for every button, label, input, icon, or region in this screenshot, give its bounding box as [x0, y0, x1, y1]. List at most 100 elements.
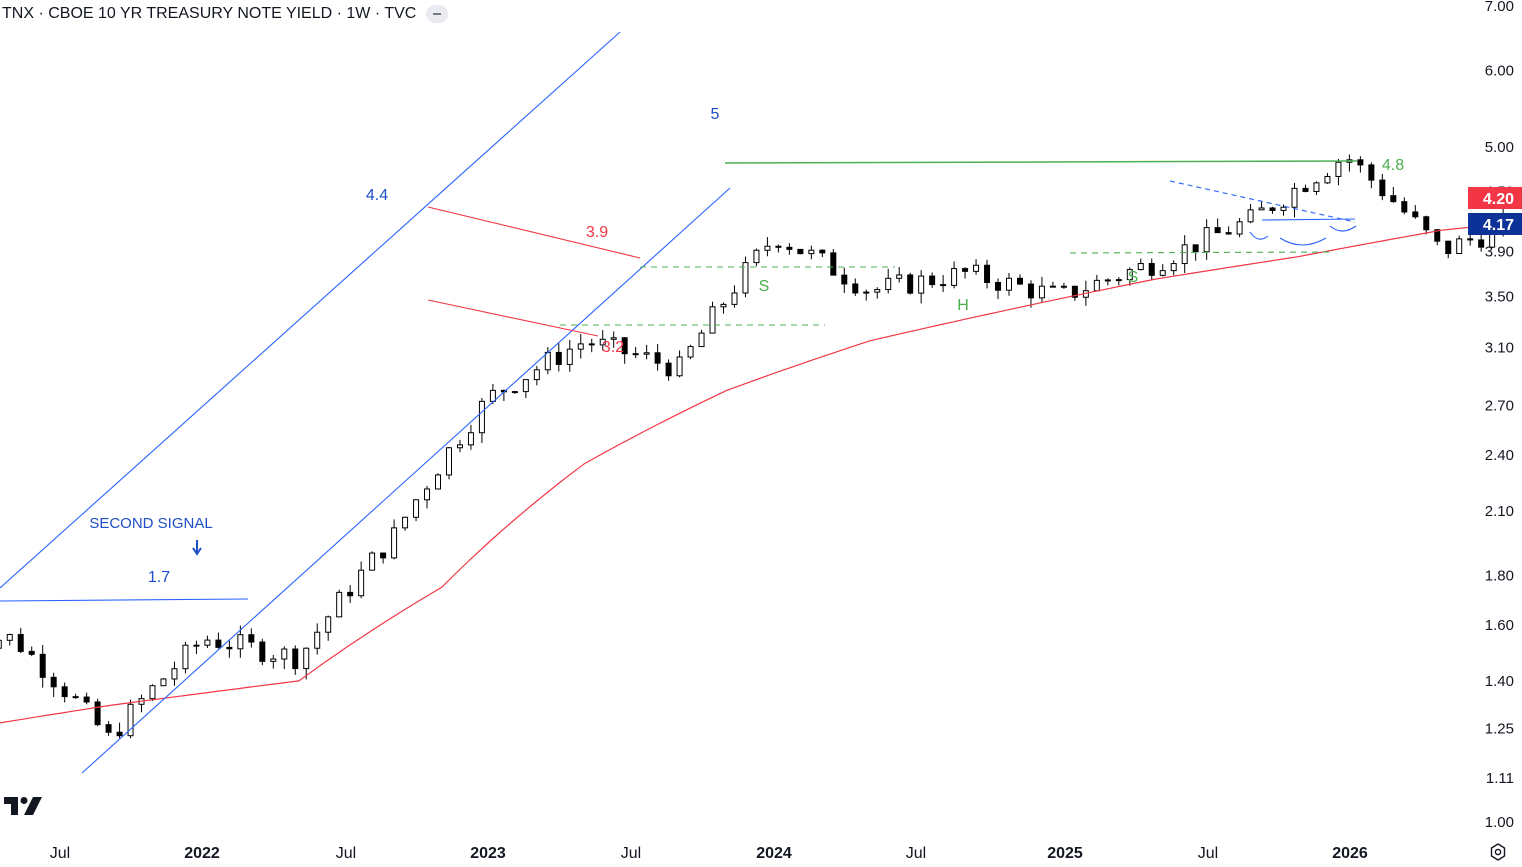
- price-badge-label: 4.20: [1483, 191, 1514, 208]
- wave-5-label: 5: [711, 106, 720, 123]
- channel-upper-line: [0, 31, 621, 589]
- candle-body: [1412, 211, 1419, 218]
- candle-body: [303, 647, 310, 670]
- head-label: H: [957, 297, 969, 314]
- candle-body: [1478, 239, 1485, 248]
- candle-body: [489, 389, 496, 402]
- chart-settings-icon[interactable]: [1488, 842, 1508, 862]
- candle-body: [17, 634, 24, 652]
- candle-body: [193, 644, 200, 647]
- candle-body: [1060, 285, 1067, 288]
- candle-body: [1027, 283, 1034, 299]
- overlay-layer: [0, 31, 1522, 774]
- rounded-base-arc: [1329, 225, 1357, 232]
- price-tick-label: 3.90: [1485, 243, 1514, 260]
- level-label-3-2: 3.2: [602, 339, 624, 356]
- candle-body: [215, 639, 222, 648]
- candle-body: [797, 248, 804, 255]
- candle-body: [522, 379, 529, 393]
- candle-body: [511, 391, 518, 394]
- candle-body: [841, 274, 848, 285]
- candle-body: [1247, 209, 1254, 223]
- time-tick-label: Jul: [50, 845, 70, 862]
- price-tick-label: 1.40: [1485, 673, 1514, 690]
- candle-body: [1335, 161, 1342, 177]
- candle-body: [6, 634, 13, 641]
- time-tick-label: Jul: [336, 845, 356, 862]
- candle-body: [1324, 175, 1331, 184]
- candle-body: [1302, 187, 1309, 192]
- annotation-layer: SECOND SIGNAL 1.7 4.4 5 3.9 3.2 4.8 S H S: [89, 106, 1404, 586]
- candle-body: [402, 516, 409, 529]
- candle-body: [369, 552, 376, 571]
- rounded-base-arc: [1249, 231, 1269, 240]
- candle-body: [380, 552, 387, 559]
- candle-body: [896, 274, 903, 279]
- price-tick-label: 6.00: [1485, 63, 1514, 80]
- time-tick-label: 2026: [1332, 845, 1368, 862]
- candle-body: [1368, 164, 1375, 181]
- candle-body: [731, 292, 738, 305]
- price-tick-label: 3.10: [1485, 340, 1514, 357]
- candle-body: [347, 591, 354, 597]
- time-tick-label: Jul: [621, 845, 641, 862]
- candle-body: [1115, 279, 1122, 282]
- price-tick-label: 1.60: [1485, 617, 1514, 634]
- candle-body: [775, 245, 782, 248]
- candle-body: [467, 432, 474, 446]
- candle-body: [676, 356, 683, 377]
- rounded-base-top-line: [1261, 218, 1356, 221]
- candle-body: [1357, 159, 1364, 166]
- candle-body: [808, 249, 815, 255]
- candle-body: [940, 284, 947, 287]
- candle-body: [1137, 263, 1144, 271]
- candle-body: [1445, 240, 1452, 255]
- price-tick-label: 1.80: [1485, 568, 1514, 585]
- chart-header: TNX · CBOE 10 YR TREASURY NOTE YIELD · 1…: [2, 4, 449, 24]
- candle-body: [610, 337, 617, 340]
- candle-body: [907, 274, 914, 294]
- collapse-legend-button[interactable]: [426, 5, 449, 23]
- candle-body: [314, 631, 321, 649]
- level-label-3-9: 3.9: [586, 224, 608, 241]
- candle-body: [358, 569, 365, 597]
- candle-body: [391, 527, 398, 559]
- candle-body: [1258, 207, 1265, 211]
- candle-body: [742, 262, 749, 294]
- candle-body: [50, 676, 57, 688]
- level-label-1-7: 1.7: [148, 569, 170, 586]
- candle-body: [1192, 244, 1199, 253]
- candle-body: [654, 352, 661, 364]
- candle-body: [1148, 263, 1155, 276]
- candle-body: [1126, 269, 1133, 281]
- candle-body: [753, 249, 760, 264]
- candle-body: [973, 264, 980, 272]
- descending-dashed-line: [1169, 180, 1356, 223]
- candle-body: [248, 634, 255, 643]
- candle-body: [1269, 207, 1276, 211]
- candle-body: [204, 639, 211, 646]
- candle-body: [621, 337, 628, 355]
- time-tick-label: Jul: [1198, 845, 1218, 862]
- price-tick-label: 2.10: [1485, 503, 1514, 520]
- candle-body: [599, 338, 606, 346]
- candle-body: [1005, 277, 1012, 291]
- price-tick-label: 7.00: [1485, 0, 1514, 15]
- candle-body: [1456, 238, 1463, 255]
- candle-body: [72, 696, 79, 699]
- price-tick-label: 2.40: [1485, 447, 1514, 464]
- candle-body: [1016, 277, 1023, 285]
- candle-body: [1159, 270, 1166, 276]
- tradingview-logo-icon: [4, 797, 42, 815]
- candle-body: [632, 353, 639, 356]
- candle-body: [1104, 279, 1111, 282]
- chart-title: TNX · CBOE 10 YR TREASURY NOTE YIELD · 1…: [2, 5, 417, 22]
- price-badge: [1468, 187, 1522, 209]
- candle-body: [852, 283, 859, 294]
- candle-body: [698, 332, 705, 348]
- time-axis: Jul 2022 Jul 2023 Jul 2024 Jul 2025 Jul 2026: [50, 845, 1368, 862]
- time-tick-label: 2022: [184, 845, 220, 862]
- candle-body: [1291, 187, 1298, 208]
- candle-body: [1214, 227, 1221, 234]
